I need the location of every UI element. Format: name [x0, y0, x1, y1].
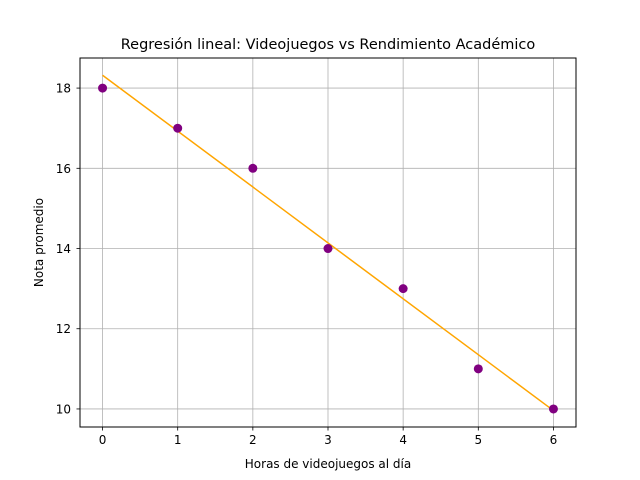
grid [80, 58, 576, 427]
x-tick-label: 5 [474, 433, 482, 447]
y-axis-label: Nota promedio [32, 198, 46, 287]
y-tick-label: 16 [56, 162, 71, 176]
x-tick-label: 2 [249, 433, 257, 447]
data-point [323, 244, 333, 254]
plot-data [98, 74, 558, 414]
data-point [98, 83, 108, 93]
x-tick-label: 6 [550, 433, 558, 447]
x-axis-label: Horas de videojuegos al día [245, 457, 411, 471]
y-tick-label: 12 [56, 322, 71, 336]
data-point [248, 163, 258, 173]
x-tick-label: 1 [174, 433, 182, 447]
data-point [173, 123, 183, 133]
data-point [548, 404, 558, 414]
chart-title: Regresión lineal: Videojuegos vs Rendimi… [121, 37, 536, 53]
y-tick-label: 14 [56, 242, 71, 256]
data-point [398, 284, 408, 294]
x-tick-label: 4 [399, 433, 407, 447]
x-tick-label: 0 [99, 433, 107, 447]
y-tick-label: 10 [56, 402, 71, 416]
data-point [473, 364, 483, 374]
y-tick-label: 18 [56, 82, 71, 96]
x-tick-label: 3 [324, 433, 332, 447]
